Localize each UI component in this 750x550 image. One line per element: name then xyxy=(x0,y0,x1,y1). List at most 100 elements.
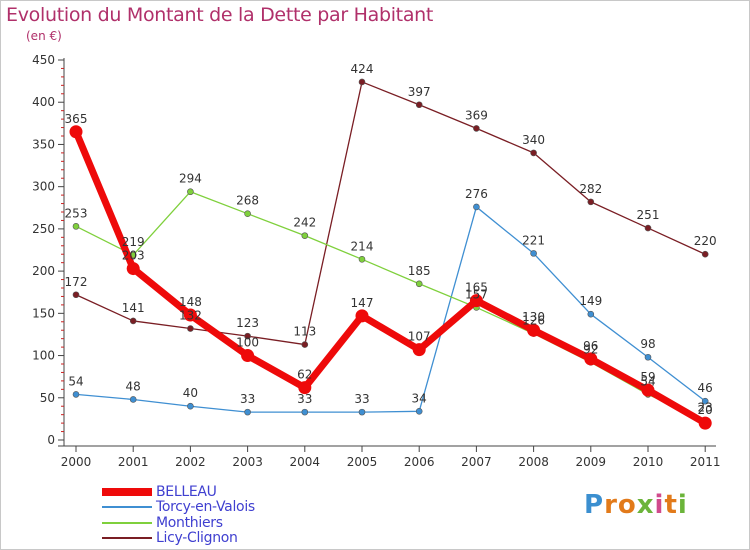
y-tick-label: 250 xyxy=(32,222,55,236)
data-point xyxy=(187,188,194,196)
legend-item-monthiers: Monthiers xyxy=(102,514,223,531)
data-point xyxy=(301,408,309,416)
data-label: 148 xyxy=(179,295,202,309)
data-point xyxy=(698,416,712,430)
data-label: 62 xyxy=(297,368,312,382)
proxiti-logo: Proxiti xyxy=(584,490,688,520)
data-label: 424 xyxy=(351,62,374,76)
legend-item-belleau: BELLEAU xyxy=(102,484,217,500)
x-tick-label: 2004 xyxy=(290,455,321,469)
data-label: 59 xyxy=(640,370,655,384)
logo-letter: i xyxy=(677,490,688,520)
logo-letter: o xyxy=(617,490,637,520)
data-label: 214 xyxy=(351,239,374,253)
data-labels: 172 141 132 123 113 424 397 369 340 282 251 220 54 48… xyxy=(65,62,717,417)
legend-swatch xyxy=(102,505,152,508)
data-label: 33 xyxy=(240,392,255,406)
data-point xyxy=(187,325,194,332)
data-point xyxy=(126,262,140,276)
data-point xyxy=(701,250,709,258)
x-tick-label: 2000 xyxy=(61,455,92,469)
data-point xyxy=(72,223,80,230)
legend-label: Torcy-en-Valois xyxy=(156,498,255,515)
x-tick-label: 2005 xyxy=(347,455,378,469)
data-label: 46 xyxy=(698,381,713,395)
data-label: 96 xyxy=(583,339,598,353)
data-point xyxy=(469,294,483,308)
data-label: 157 xyxy=(465,287,488,301)
legend-label: Licy-Clignon xyxy=(156,529,238,546)
data-point xyxy=(244,210,251,217)
data-label: 268 xyxy=(236,194,259,208)
data-label: 172 xyxy=(65,275,88,289)
data-point xyxy=(129,317,137,325)
logo-letter: x xyxy=(636,490,655,520)
data-label: 365 xyxy=(65,112,88,126)
data-label: 107 xyxy=(408,330,431,344)
data-label: 185 xyxy=(408,264,431,278)
y-tick-label: 300 xyxy=(32,180,55,194)
x-tick-label: 2008 xyxy=(518,455,549,469)
x-tick-label: 2003 xyxy=(232,455,263,469)
x-tick-label: 2009 xyxy=(576,455,607,469)
legend-item-licy-clignon: Licy-Clignon xyxy=(102,529,238,546)
data-label: 20 xyxy=(698,403,713,417)
data-point xyxy=(358,255,366,263)
data-point xyxy=(298,381,312,395)
data-label: 242 xyxy=(293,216,316,230)
data-label: 130 xyxy=(522,310,545,324)
legend-swatch xyxy=(102,536,152,539)
series-line-belleau xyxy=(72,128,709,427)
legend-item-torcy-en-valois: Torcy-en-Valois xyxy=(102,498,255,515)
data-label: 220 xyxy=(694,234,717,248)
x-tick-label: 2001 xyxy=(118,455,149,469)
data-point xyxy=(701,397,709,405)
y-tick-label: 450 xyxy=(32,53,55,67)
y-tick-label: 400 xyxy=(32,95,55,109)
x-tick-label: 2011 xyxy=(690,455,721,469)
series-line-licy-clignon xyxy=(75,81,706,346)
x-tick-label: 2010 xyxy=(633,455,664,469)
chart-subtitle: (en €) xyxy=(26,29,62,43)
data-label: 33 xyxy=(297,392,312,406)
data-point xyxy=(644,224,652,232)
data-label: 123 xyxy=(236,316,259,330)
data-point xyxy=(301,232,309,239)
data-point xyxy=(415,280,423,288)
data-point xyxy=(473,203,480,211)
data-point xyxy=(415,407,423,415)
data-label: 251 xyxy=(637,208,660,222)
data-point xyxy=(183,308,197,322)
data-point xyxy=(244,332,251,340)
data-label: 369 xyxy=(465,108,488,122)
data-point xyxy=(473,125,480,132)
x-tick-label: 2006 xyxy=(404,455,435,469)
logo-letter: r xyxy=(604,490,618,520)
legend-swatch xyxy=(102,487,152,496)
data-label: 23 xyxy=(698,401,713,415)
logo-letter: P xyxy=(584,490,605,520)
data-label: 126 xyxy=(522,314,545,328)
data-point xyxy=(587,198,595,206)
legend-swatch xyxy=(102,521,152,524)
series-line-torcy-en-valois xyxy=(75,206,706,413)
data-point xyxy=(641,383,655,397)
axes: 0 50 100 150 200 250 300 350 400 450 2000 2001 2002 2… xyxy=(32,53,720,469)
data-label: 98 xyxy=(640,337,655,351)
data-label: 253 xyxy=(65,206,88,220)
data-label: 397 xyxy=(408,85,431,99)
data-label: 48 xyxy=(126,379,141,393)
y-tick-label: 0 xyxy=(47,433,55,447)
legend-label: Monthiers xyxy=(156,514,223,531)
data-label: 33 xyxy=(354,392,369,406)
chart-title: Evolution du Montant de la Dette par Hab… xyxy=(6,4,434,26)
data-point xyxy=(644,353,652,361)
data-point xyxy=(527,323,541,337)
data-label: 149 xyxy=(579,294,602,308)
data-point xyxy=(69,125,83,139)
data-label: 100 xyxy=(236,336,259,350)
data-label: 113 xyxy=(293,325,316,339)
y-tick-label: 350 xyxy=(32,137,55,151)
data-point xyxy=(412,343,426,357)
